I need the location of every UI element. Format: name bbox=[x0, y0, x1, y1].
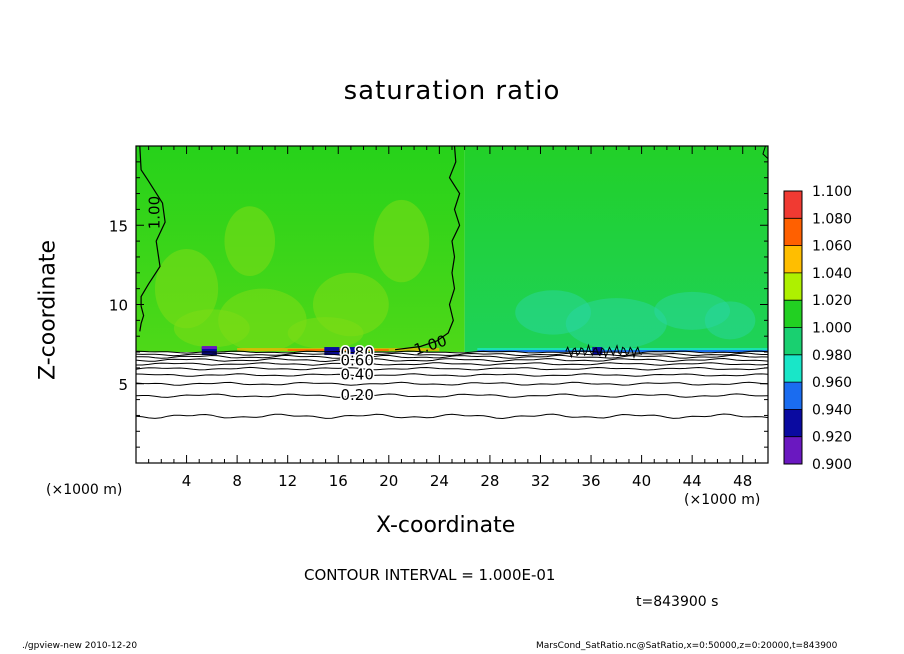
undersaturation-patch bbox=[704, 301, 756, 340]
supersaturation-patch bbox=[173, 309, 250, 348]
colorbar-label: 0.980 bbox=[812, 348, 852, 364]
chart-title: saturation ratio bbox=[343, 76, 561, 106]
contour-corner bbox=[762, 146, 768, 160]
contour-1-00-left bbox=[139, 146, 166, 332]
x-tick-label: 32 bbox=[531, 472, 550, 490]
colorbar-label: 1.040 bbox=[812, 266, 852, 282]
contour-line-lower-10 bbox=[136, 413, 768, 420]
colorbar-label: 1.000 bbox=[812, 321, 852, 337]
colorbar-label: 0.900 bbox=[812, 457, 852, 473]
y-axis-title: Z-coordinate bbox=[35, 240, 61, 380]
near-saturated-region-right bbox=[464, 146, 768, 353]
x-tick-label: 12 bbox=[278, 472, 297, 490]
colorbar-swatch bbox=[784, 300, 802, 328]
time-label: t=843900 s bbox=[636, 594, 719, 610]
x-tick-label: 20 bbox=[379, 472, 398, 490]
x-unit-label-left: (×1000 m) bbox=[46, 482, 123, 498]
x-tick-label: 8 bbox=[232, 472, 242, 490]
low-saturation-blob bbox=[201, 347, 217, 356]
low-saturation-blob bbox=[346, 347, 356, 356]
colorbar-swatch bbox=[784, 382, 802, 410]
contour-line-lower-4 bbox=[136, 357, 768, 363]
colorbar-label: 0.960 bbox=[812, 375, 852, 391]
contour-line-lower-8 bbox=[136, 381, 768, 386]
contour-line-lower-9 bbox=[136, 393, 768, 398]
contour-label-3: 0.80 bbox=[340, 343, 373, 361]
x-tick-label: 24 bbox=[430, 472, 449, 490]
colorbar-label: 0.920 bbox=[812, 430, 852, 446]
supersaturation-patch bbox=[224, 206, 276, 276]
colorbar-swatch bbox=[784, 354, 802, 383]
very-low-saturation-blob bbox=[201, 346, 217, 350]
colorbar-label: 1.100 bbox=[812, 184, 852, 200]
contour-label-1: 1.00 bbox=[145, 196, 163, 229]
contour-label-6: 0.20 bbox=[340, 386, 373, 404]
y-tick-label: 15 bbox=[109, 217, 128, 235]
y-tick-label: 10 bbox=[109, 297, 128, 315]
colorbar-label: 0.940 bbox=[812, 402, 852, 418]
colorbar-swatch bbox=[784, 218, 802, 246]
contour-label-5: 0.40 bbox=[340, 366, 373, 384]
x-tick-label: 44 bbox=[683, 472, 702, 490]
footer-data-source: MarsCond_SatRatio.nc@SatRatio,x=0:50000,… bbox=[536, 641, 838, 651]
undersaturation-patch bbox=[515, 290, 592, 335]
colorbar-swatch bbox=[784, 245, 802, 273]
y-tick-label: 5 bbox=[118, 376, 128, 394]
colorbar-label: 1.080 bbox=[812, 211, 852, 227]
supersaturation-patch bbox=[287, 317, 364, 349]
contour-1-00-divide bbox=[395, 146, 461, 351]
colorbar-swatch bbox=[784, 272, 802, 301]
colorbar-swatch bbox=[784, 327, 802, 355]
colorbar-swatch bbox=[784, 436, 802, 464]
supersaturation-patch bbox=[154, 249, 219, 329]
contour-label-4: 0.60 bbox=[340, 351, 373, 369]
x-tick-label: 40 bbox=[632, 472, 651, 490]
x-tick-label: 16 bbox=[329, 472, 348, 490]
contour-line-lower-7 bbox=[136, 373, 768, 377]
footer-program-date: ./gpview-new 2010-12-20 bbox=[22, 641, 138, 651]
contour-line-lower-5 bbox=[136, 362, 768, 366]
contour-line-lower-2 bbox=[136, 352, 768, 357]
low-saturation-blob bbox=[324, 347, 340, 356]
undersaturation-patch bbox=[565, 298, 667, 349]
contour-line-lower-3 bbox=[136, 354, 768, 359]
x-axis-title: X-coordinate bbox=[376, 513, 516, 538]
colorbar-label: 1.060 bbox=[812, 239, 852, 255]
colorbar-label: 1.020 bbox=[812, 293, 852, 309]
colorbar-swatch bbox=[784, 191, 802, 219]
contour-line-lower-1 bbox=[136, 350, 768, 354]
supersaturation-patch bbox=[373, 199, 430, 283]
contour-line-lower-6 bbox=[136, 366, 768, 371]
x-unit-label-right: (×1000 m) bbox=[684, 492, 761, 508]
inversion-blue-band bbox=[477, 350, 768, 353]
x-tick-label: 4 bbox=[182, 472, 192, 490]
contour-interval-note: CONTOUR INTERVAL = 1.000E-01 bbox=[304, 566, 556, 584]
x-tick-label: 36 bbox=[581, 472, 600, 490]
x-tick-label: 48 bbox=[733, 472, 752, 490]
contour-line-jagged bbox=[565, 343, 642, 359]
undersaturation-patch bbox=[654, 291, 731, 330]
colorbar-swatch bbox=[784, 409, 802, 437]
x-tick-label: 28 bbox=[480, 472, 499, 490]
